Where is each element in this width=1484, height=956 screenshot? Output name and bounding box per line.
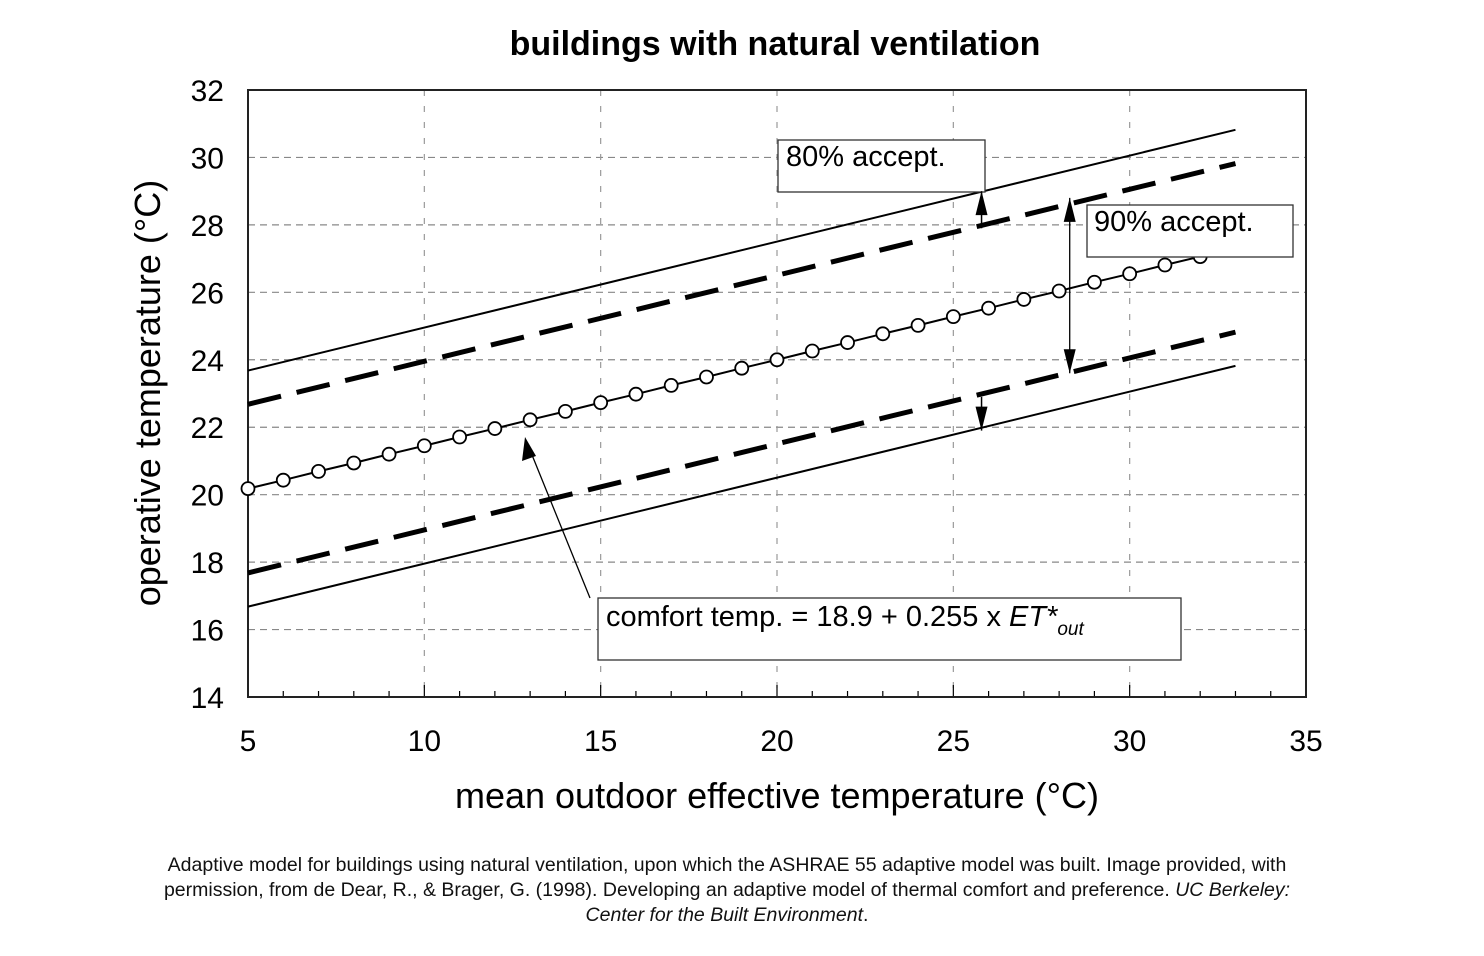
arrow-head (1063, 349, 1076, 374)
figure-caption: Adaptive model for buildings using natur… (60, 853, 1394, 928)
y-tick-label: 28 (191, 210, 224, 243)
data-point (769, 352, 785, 368)
annotation-90-accept: 90% accept. (1094, 206, 1254, 238)
caption-line3-italic: Center for the Built Environment (585, 904, 864, 926)
caption-line3-end: . (863, 904, 869, 926)
data-point (910, 317, 926, 333)
y-tick-label: 30 (191, 142, 224, 175)
annotation-box (597, 597, 1182, 661)
series-line-3 (247, 329, 1237, 576)
series-line-2 (247, 161, 1237, 407)
data-point (487, 421, 503, 436)
data-point (663, 378, 679, 393)
data-point (593, 395, 609, 411)
caption-line1: Adaptive model for buildings using natur… (167, 854, 1287, 876)
x-tick-label: 15 (584, 725, 617, 758)
annotation-box (1086, 204, 1294, 258)
series-line-1 (247, 128, 1236, 372)
chart-title: buildings with natural ventilation (510, 25, 1041, 63)
x-axis-label: mean outdoor effective temperature (°C) (455, 775, 1099, 816)
y-tick-label: 22 (191, 412, 224, 445)
data-point (734, 360, 750, 376)
data-point (840, 335, 855, 350)
arrow-head (975, 191, 988, 216)
data-point (346, 455, 362, 471)
data-point (311, 463, 326, 479)
y-tick-label: 26 (191, 277, 224, 310)
data-point (522, 412, 538, 428)
x-tick-label: 35 (1289, 725, 1322, 758)
data-point (381, 446, 397, 462)
annotation-80-accept: 80% accept. (786, 141, 946, 173)
y-axis-label: operative temperature (°C) (127, 180, 168, 607)
y-tick-label: 14 (191, 682, 224, 715)
data-point (875, 326, 891, 342)
annotation-box (777, 139, 986, 193)
arrow-head (1063, 197, 1076, 222)
y-tick-label: 24 (191, 345, 224, 378)
caption-line2-italic: UC Berkeley: (1175, 879, 1291, 901)
data-point (1157, 257, 1173, 273)
data-point (699, 369, 714, 385)
x-tick-label: 30 (1113, 725, 1146, 758)
y-tick-label: 18 (191, 547, 224, 580)
data-point (240, 481, 256, 496)
data-point (628, 386, 644, 402)
data-point (804, 343, 820, 359)
y-tick-label: 16 (191, 615, 224, 648)
data-point (981, 300, 996, 316)
x-tick-label: 10 (408, 725, 441, 758)
data-point (275, 472, 291, 488)
data-point (1122, 266, 1138, 282)
callout-line (529, 449, 591, 599)
data-point (945, 309, 961, 325)
series-line-0 (247, 255, 1201, 490)
data-point (416, 438, 432, 454)
data-point (1087, 274, 1102, 290)
x-tick-label: 25 (937, 725, 970, 758)
data-point (1051, 283, 1067, 299)
x-tick-label: 5 (240, 725, 257, 758)
series-line-4 (247, 364, 1236, 608)
callout-arrow-head (522, 437, 536, 461)
annotation-comfort-equation: comfort temp. = 18.9 + 0.255 x ET*out (606, 601, 1084, 640)
data-point (452, 429, 468, 445)
arrow-head (975, 406, 988, 431)
data-point (558, 403, 573, 419)
x-tick-label: 20 (760, 725, 793, 758)
caption-line2: permission, from de Dear, R., & Brager, … (163, 879, 1176, 901)
y-tick-label: 32 (191, 75, 224, 108)
y-tick-label: 20 (191, 480, 224, 513)
plot-frame (247, 89, 1307, 698)
data-point (1016, 292, 1032, 307)
